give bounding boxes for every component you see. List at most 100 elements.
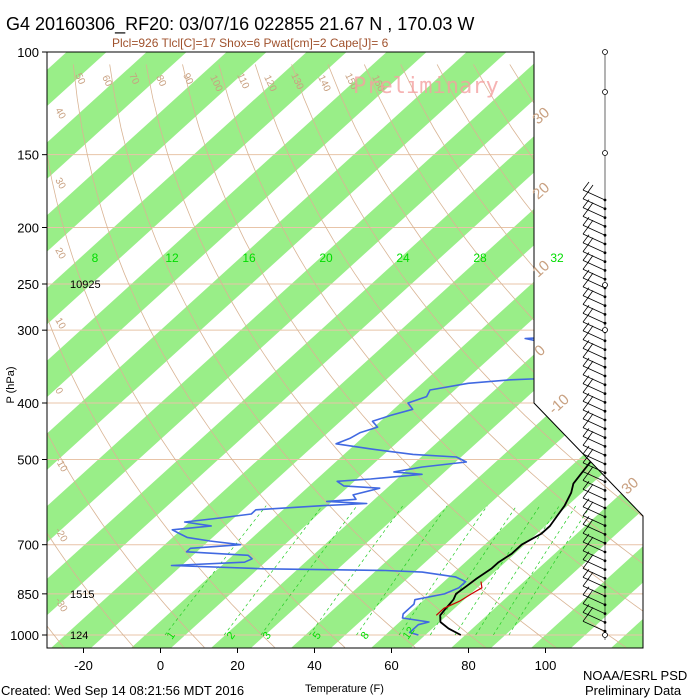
wind-barb-staff [582,594,606,606]
wind-station-dot [603,207,607,211]
dry-adiabat [327,64,643,648]
mixing-ratio-line [508,505,591,636]
adiabat-label: 30 [52,176,67,192]
wind-barb-staff [582,251,606,262]
mixing-ratio-lines [164,505,591,636]
y-tick-label: 300 [17,323,39,338]
x-tick-label: 0 [157,658,164,673]
dry-adiabat [47,64,135,648]
adiabat-label: 140 [315,74,332,94]
wind-barb-staff [582,392,606,403]
mixing-ratio-label: 2 [225,630,238,642]
adiabat-label: 0 [52,386,65,397]
isotherm-label: 30 [529,104,553,128]
mixing-ratio-label: 3 [261,630,274,642]
dry-adiabat [182,64,627,648]
x-tick-label: 80 [461,658,475,673]
wind-barb-staff [582,295,606,306]
wind-barb-flag [582,392,590,402]
axis-labels: -20 0 20 40 60 80 1001001502002503004005007008… [10,45,556,673]
dry-adiabat [145,64,556,648]
dry-adiabat [109,64,486,648]
mixing-ratio-label: 8 [92,251,99,265]
wind-barb-staff [582,612,606,623]
wind-barb-flag [582,366,590,376]
mixing-ratio-line [309,505,404,636]
wind-barb-staff [582,330,606,342]
temperature-band [47,52,438,648]
mixing-ratio-line [260,505,358,636]
wind-barb-staff [582,532,606,544]
mixing-ratio-label: 32 [550,251,564,265]
wind-barb-flag [582,208,590,217]
mixing-ratio-line [223,505,323,636]
mixing-ratio-line [356,505,448,636]
wind-barb-flag [582,612,590,622]
y-tick-label: 250 [17,277,39,292]
wind-barb-flag [582,568,590,578]
wind-barb-flag [582,243,590,252]
y-tick-label: 400 [17,396,39,411]
wind-barb-flag [582,269,590,279]
wind-barb-flag [582,216,590,226]
dry-adiabat [47,64,275,648]
wind-barb-staff [582,365,606,377]
wind-barb-staff [582,444,606,456]
wind-barb-staff [582,409,606,421]
wind-barb-flag [582,524,590,534]
wind-barb-flag [582,313,590,323]
wind-barb-staff [582,260,606,271]
y-tick-label: 200 [17,221,39,236]
x-tick-label: 100 [535,658,557,673]
wind-barb-flag [582,331,590,340]
temperature-band [47,52,358,648]
wind-barb-staff [582,524,606,535]
temperature-band [360,52,643,648]
calm-wind-circle [602,89,608,95]
wind-barb-flag [582,348,590,358]
adiabat-label: 90 [180,72,195,87]
mixing-ratio-line [429,505,517,636]
wind-barb-flag [582,577,590,587]
wind-barb-staff [582,418,606,430]
wind-barb-staff [582,462,606,474]
y-tick-label: 850 [17,587,39,602]
dry-adiabat [254,64,643,648]
calm-wind-circle [602,282,608,288]
wind-barb-staff [582,568,606,579]
preliminary-watermark: Preliminary [353,74,499,99]
wind-barb-staff [582,312,606,324]
mixing-ratio-label: 28 [473,251,487,265]
dry-adiabat [363,64,643,648]
wind-barb-staff [582,268,606,280]
footer-created: Created: Wed Sep 14 08:21:56 MDT 2016 [1,683,244,698]
dry-adiabat [655,64,700,647]
wind-barb-staff [582,321,606,333]
altitude-label: 10925 [70,279,101,291]
wind-barb-staff [582,480,606,491]
calm-wind-circle [602,150,608,156]
wind-barb-staff [582,277,606,289]
wind-barb-staff [582,576,606,588]
adiabat-label: 50 [72,72,87,87]
dry-adiabat [47,64,205,648]
wind-barb-flag [582,445,590,455]
wind-barb-flag [582,304,590,314]
y-tick-label: 700 [17,538,39,553]
mixing-ratio-label: 20 [319,251,333,265]
wind-barb-flag [582,375,590,384]
mixing-ratio-label: 16 [242,251,256,265]
mixing-ratio-label: 8 [359,630,372,642]
adiabat-label: 10 [52,316,67,332]
mixing-ratio-label: 5 [311,630,324,642]
wind-barb-staff [582,339,606,350]
y-tick-label: 150 [17,148,39,163]
wind-barb-staff [582,471,606,482]
wind-barb-flag [582,419,590,428]
footer-org: NOAA/ESRL PSD [583,668,687,683]
wind-barb-staff [582,620,606,632]
wind-barb-flag [582,586,590,596]
wind-barb-flag [582,181,590,191]
